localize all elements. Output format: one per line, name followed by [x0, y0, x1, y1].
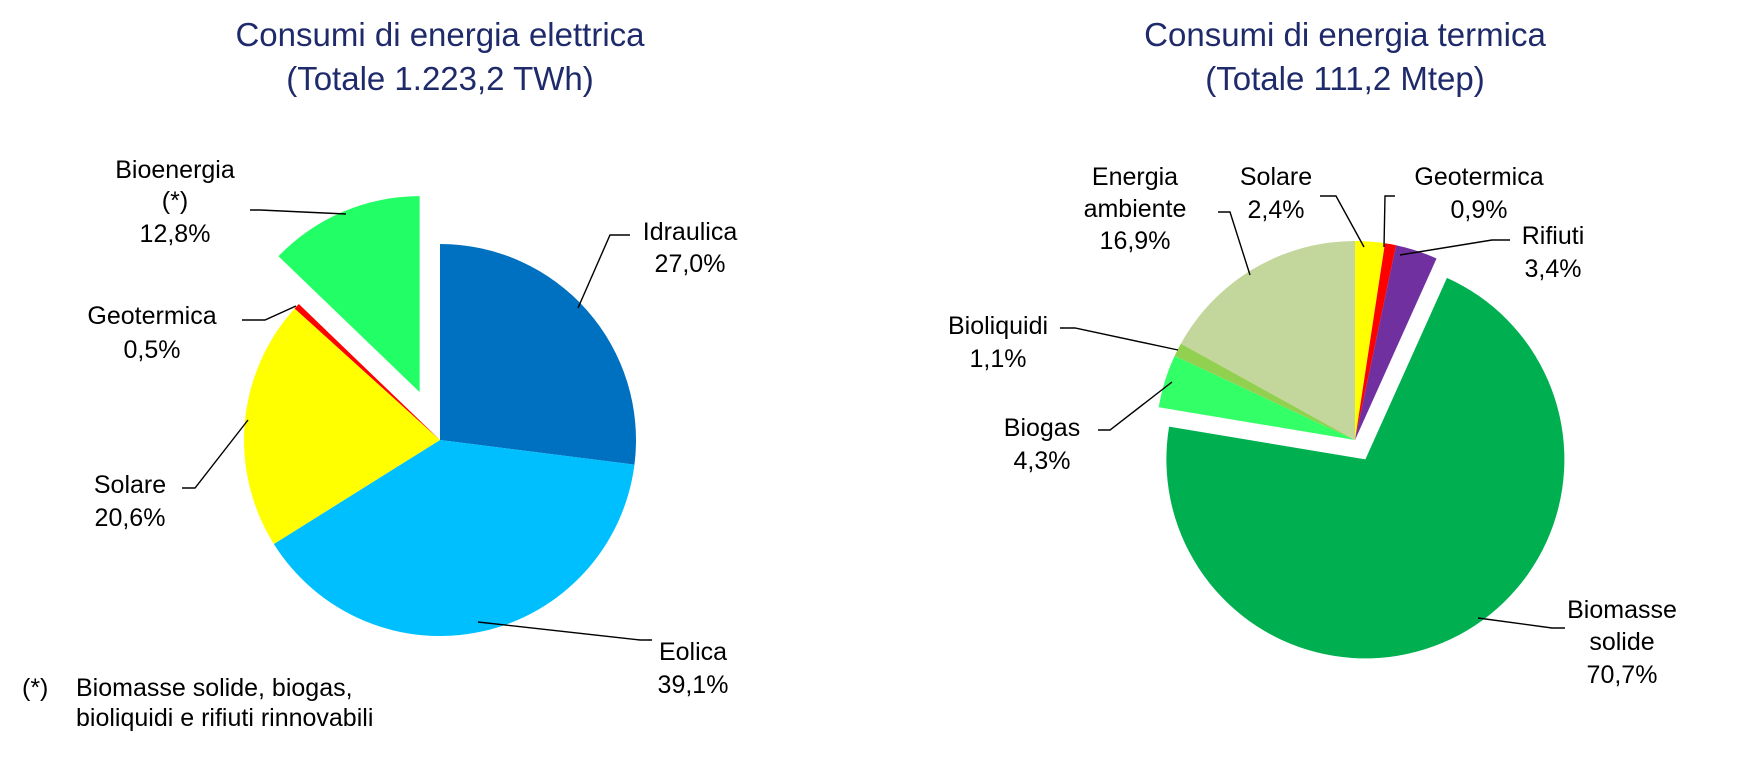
slice-value-solare: 20,6%	[95, 504, 166, 532]
slice-value-bioliquidi-t: 1,1%	[970, 345, 1027, 373]
slice-label-bioliquidi-t: Bioliquidi	[948, 312, 1048, 340]
pie-slice-t-biomasse-solide	[1166, 277, 1565, 659]
slice-label-rifiuti-t: Rifiuti	[1522, 222, 1585, 250]
footnote-line-2: bioliquidi e rifiuti rinnovabili	[76, 704, 373, 732]
slice-label-bioenergia: Bioenergia	[115, 156, 235, 184]
slice-value-solare-t: 2,4%	[1248, 196, 1305, 224]
slice-value-biomasse-t: 70,7%	[1587, 661, 1658, 689]
footnote-line-1: Biomasse solide, biogas,	[76, 674, 353, 702]
slice-label-eolica: Eolica	[659, 638, 727, 666]
chart-subtitle-electric: (Totale 1.223,2 TWh)	[286, 60, 594, 97]
slice-label-biomasse-t-2: solide	[1589, 628, 1654, 656]
leader-line-biomasse-t	[1477, 617, 1565, 629]
leader-lines-thermal	[1060, 195, 1565, 629]
slice-value-geotermica-t: 0,9%	[1451, 196, 1508, 224]
pie-slice-t-energia-ambiente	[1180, 240, 1355, 440]
leader-line-rifiuti-t	[1399, 239, 1510, 256]
leader-line-geotermica	[242, 305, 297, 321]
leader-line-energia-ambiente-t	[1218, 211, 1251, 276]
slice-value-rifiuti-t: 3,4%	[1525, 255, 1582, 283]
labels-thermal: Solare 2,4% Geotermica 0,9% Rifiuti 3,4%…	[948, 163, 1677, 689]
leader-line-solare-t	[1320, 195, 1365, 248]
pie-slice-idraulica	[440, 244, 636, 465]
leader-lines-electric	[182, 209, 652, 641]
leader-line-solare	[182, 419, 249, 489]
pie-thermal	[1158, 240, 1565, 659]
footnote-marker: (*)	[22, 674, 48, 702]
slice-label-idraulica: Idraulica	[643, 218, 738, 246]
slice-label-biogas-t: Biogas	[1004, 414, 1080, 442]
pie-slice-t-rifiuti	[1355, 245, 1437, 440]
slice-value-biogas-t: 4,3%	[1014, 447, 1071, 475]
slice-label-bioenergia-marker: (*)	[162, 187, 188, 215]
slice-label-geotermica: Geotermica	[87, 302, 216, 330]
pie-slice-eolica	[273, 440, 635, 636]
pie-slice-solare	[244, 308, 440, 544]
leader-line-idraulica	[577, 234, 630, 309]
pie-slice-t-solare	[1355, 241, 1385, 440]
labels-electric: Idraulica 27,0% Eolica 39,1% Solare 20,6…	[87, 156, 737, 699]
slice-label-solare-t: Solare	[1240, 163, 1312, 191]
footnote: (*) Biomasse solide, biogas, bioliquidi …	[22, 674, 373, 732]
pie-slice-t-geotermica	[1355, 243, 1397, 440]
slice-label-energia-ambiente-t: Energia	[1092, 163, 1178, 191]
pie-electric	[244, 196, 636, 636]
slice-value-geotermica: 0,5%	[124, 336, 181, 364]
slice-value-idraulica: 27,0%	[655, 250, 726, 278]
chart-title-electric: Consumi di energia elettrica	[235, 16, 645, 53]
leader-line-bioenergia	[250, 209, 347, 215]
pie-slice-t-bioliquidi	[1174, 343, 1355, 440]
chart-subtitle-thermal: (Totale 111,2 Mtep)	[1205, 60, 1484, 97]
slice-label-solare: Solare	[94, 471, 166, 499]
slice-label-biomasse-t: Biomasse	[1567, 596, 1677, 624]
pie-slice-t-biogas	[1158, 355, 1355, 440]
pie-slice-bioenergia	[278, 196, 420, 393]
leader-line-bioliquidi-t	[1060, 327, 1179, 351]
slice-label-energia-ambiente-t-2: ambiente	[1084, 195, 1187, 223]
leader-line-biogas-t	[1098, 381, 1173, 431]
slice-value-eolica: 39,1%	[658, 671, 729, 699]
slice-value-bioenergia: 12,8%	[140, 220, 211, 248]
slice-value-energia-ambiente-t: 16,9%	[1100, 227, 1171, 255]
leader-line-eolica	[477, 621, 652, 641]
chart-title-thermal: Consumi di energia termica	[1144, 16, 1546, 53]
slice-label-geotermica-t: Geotermica	[1414, 163, 1543, 191]
leader-line-geotermica-t	[1383, 195, 1395, 248]
pie-slice-geotermica	[294, 304, 440, 440]
